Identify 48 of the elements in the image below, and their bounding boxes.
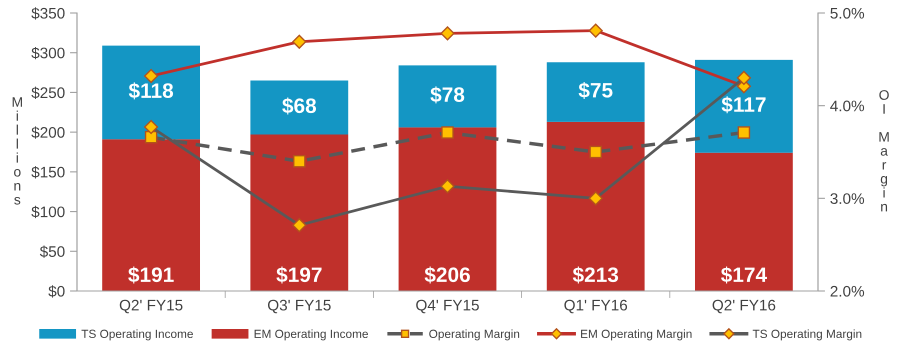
y-axis-title: Millions (12, 97, 22, 205)
legend-label: EM Operating Margin (581, 329, 692, 340)
legend-label: EM Operating Income (254, 329, 368, 340)
x-tick-label: Q1' FY16 (564, 300, 628, 314)
y2-tick-label: 2.0% (830, 286, 864, 297)
data-label: $174 (721, 266, 767, 284)
data-label: $206 (424, 266, 470, 284)
y-tick-label: $350 (31, 7, 65, 20)
point (440, 26, 455, 40)
y-tick-label: $150 (31, 166, 65, 178)
data-label: $197 (276, 266, 322, 284)
data-label: $68 (282, 97, 316, 114)
x-tick-label: Q2' FY15 (120, 300, 182, 314)
point (144, 68, 158, 84)
legend-label: Operating Margin (429, 329, 520, 340)
bar (694, 60, 793, 153)
y-tick-label: $100 (31, 206, 65, 218)
bar (398, 127, 496, 291)
data-label: $118 (128, 82, 174, 100)
y-tick-label: $0 (48, 285, 65, 298)
bar (398, 65, 496, 128)
bar (102, 139, 200, 291)
y-tick-label: $300 (31, 46, 65, 60)
bar (250, 80, 348, 135)
x-tick-label: Q4' FY15 (416, 300, 479, 314)
y-tick-label: $250 (31, 86, 65, 100)
bar (250, 134, 348, 291)
bar (546, 62, 645, 122)
point (588, 24, 603, 38)
x-tick-label: Q2' FY16 (712, 300, 776, 314)
data-label: $117 (722, 96, 766, 114)
x-tick-label: Q3' FY15 (268, 300, 331, 314)
y2-tick-label: 4.0% (830, 100, 864, 112)
y-tick-label: $200 (31, 126, 65, 139)
data-label: $213 (572, 266, 618, 284)
y2-tick-label: 3.0% (830, 193, 864, 204)
legend-label: TS Operating Margin (752, 329, 862, 340)
bar (546, 122, 645, 291)
text: OI Margin (879, 90, 889, 212)
data-label: $75 (578, 82, 612, 99)
bar (694, 152, 793, 291)
legend-label: TS Operating Income (82, 329, 193, 340)
y-tick-label: $50 (40, 246, 65, 258)
data-label: $191 (128, 266, 174, 284)
point (292, 34, 306, 49)
bar (102, 46, 200, 140)
data-label: $78 (430, 86, 464, 104)
y2-tick-label: 5.0% (830, 8, 864, 19)
